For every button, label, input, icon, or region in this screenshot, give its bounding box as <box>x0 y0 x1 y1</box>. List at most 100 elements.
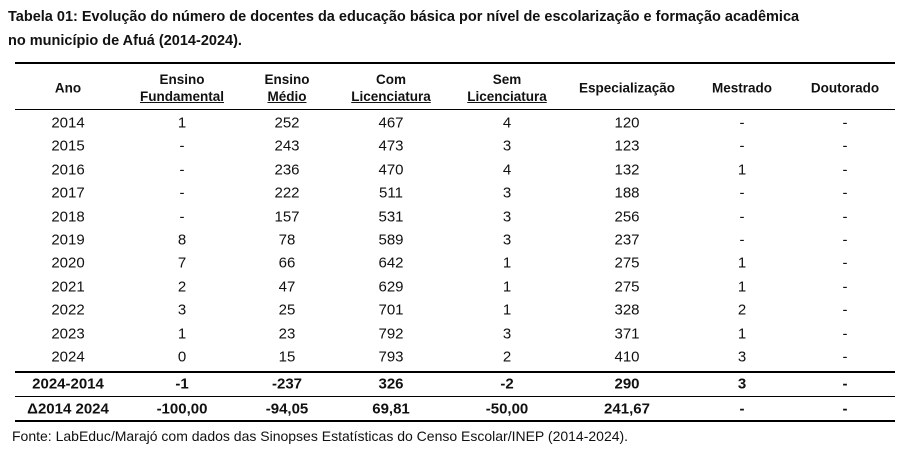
summary-cell: - <box>842 375 848 393</box>
cell: 78 <box>278 231 296 249</box>
summary-cell: -50,00 <box>485 400 529 418</box>
header-line: Com <box>376 72 406 87</box>
column-header: Ano <box>55 80 81 97</box>
summary-cell: -100,00 <box>156 400 208 418</box>
cell: 1 <box>502 254 512 272</box>
cell: 2022 <box>51 301 85 319</box>
header-line: Licenciatura <box>467 89 547 104</box>
cell: 531 <box>378 208 404 226</box>
cell: - <box>842 278 848 296</box>
header-line: Médio <box>267 89 307 104</box>
summary-cell: 2024-2014 <box>32 375 104 393</box>
header-line: Fundamental <box>139 89 225 104</box>
cell: 1 <box>737 161 747 179</box>
cell: 1 <box>737 325 747 343</box>
column-header: Sem Licenciatura <box>467 71 547 105</box>
cell: - <box>179 161 185 179</box>
cell: 2019 <box>51 231 85 249</box>
cell: 256 <box>614 208 640 226</box>
cell: 2 <box>737 301 747 319</box>
cell: - <box>842 254 848 272</box>
cell: 3 <box>502 231 512 249</box>
cell: 7 <box>177 254 187 272</box>
rule <box>15 62 895 64</box>
cell: 157 <box>274 208 300 226</box>
cell: 222 <box>274 184 300 202</box>
cell: 1 <box>502 301 512 319</box>
cell: - <box>739 231 745 249</box>
cell: 237 <box>614 231 640 249</box>
cell: 328 <box>614 301 640 319</box>
rule <box>15 109 895 110</box>
cell: 473 <box>378 137 404 155</box>
cell: - <box>739 208 745 226</box>
cell: - <box>842 325 848 343</box>
summary-cell: -94,05 <box>265 400 309 418</box>
cell: 701 <box>378 301 404 319</box>
cell: 470 <box>378 161 404 179</box>
cell: 132 <box>614 161 640 179</box>
cell: - <box>179 208 185 226</box>
summary-cell: 3 <box>737 375 747 393</box>
cell: 15 <box>278 348 296 366</box>
header-line: Doutorado <box>810 80 880 96</box>
cell: 236 <box>274 161 300 179</box>
column-header: Ensino Médio <box>264 71 309 105</box>
cell: 4 <box>502 161 512 179</box>
cell: 2020 <box>51 254 85 272</box>
cell: 3 <box>502 137 512 155</box>
cell: 2024 <box>51 348 85 366</box>
summary-cell: -2 <box>500 375 514 393</box>
cell: 47 <box>278 278 296 296</box>
header-line: Ensino <box>159 72 205 87</box>
header-line: Ensino <box>264 72 310 87</box>
cell: 8 <box>177 231 187 249</box>
summary-cell: Δ2014 2024 <box>27 400 109 418</box>
cell: 3 <box>502 184 512 202</box>
summary-cell: -237 <box>271 375 303 393</box>
cell: 2 <box>502 348 512 366</box>
summary-cell: 290 <box>614 375 640 393</box>
cell: - <box>842 114 848 132</box>
source: Fonte: LabEduc/Marajó com dados das Sino… <box>12 428 629 444</box>
cell: - <box>179 137 185 155</box>
rule <box>15 420 895 422</box>
cell: 511 <box>379 184 403 202</box>
cell: - <box>842 161 848 179</box>
summary-cell: 69,81 <box>372 400 410 418</box>
cell: 793 <box>378 348 404 366</box>
cell: 123 <box>614 137 640 155</box>
summary-cell: -1 <box>175 375 189 393</box>
cell: 1 <box>177 325 187 343</box>
cell: - <box>842 208 848 226</box>
cell: 1 <box>177 114 187 132</box>
column-header: Mestrado <box>712 80 772 97</box>
cell: 275 <box>614 254 640 272</box>
cell: 1 <box>502 278 512 296</box>
rule <box>15 396 895 397</box>
cell: - <box>739 184 745 202</box>
cell: 3 <box>737 348 747 366</box>
column-header: Com Licenciatura <box>351 71 431 105</box>
cell: 120 <box>614 114 640 132</box>
cell: 2018 <box>51 208 85 226</box>
cell: 2021 <box>51 278 85 296</box>
cell: 25 <box>278 301 296 319</box>
cell: 1 <box>737 254 747 272</box>
cell: 371 <box>614 325 640 343</box>
cell: - <box>739 114 745 132</box>
rule <box>15 371 895 373</box>
header-line: Sem <box>492 72 522 87</box>
cell: 467 <box>378 114 404 132</box>
cell: - <box>179 184 185 202</box>
cell: 66 <box>278 254 296 272</box>
cell: 2017 <box>51 184 85 202</box>
cell: 0 <box>177 348 187 366</box>
header-line: Especialização <box>578 80 676 96</box>
header-line: Ano <box>54 80 82 96</box>
cell: 23 <box>278 325 296 343</box>
summary-cell: - <box>842 400 848 418</box>
cell: 2023 <box>51 325 85 343</box>
cell: 3 <box>502 325 512 343</box>
